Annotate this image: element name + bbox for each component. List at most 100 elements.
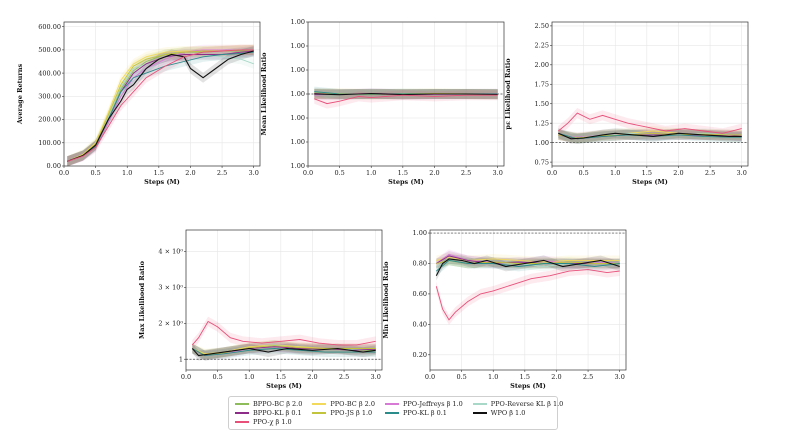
- legend-item: PPO-BC β 2.0: [312, 400, 375, 408]
- legend-swatch: [385, 403, 399, 405]
- y-tick-label: 1.50: [535, 100, 549, 108]
- x-tick-label: 1.0: [610, 169, 620, 177]
- x-tick-label: 1.5: [276, 373, 286, 381]
- x-tick-label: 2.0: [551, 373, 561, 381]
- y-axis-label: Average Returns: [16, 63, 24, 125]
- series-line: [558, 112, 742, 134]
- x-tick-label: 1.0: [244, 373, 254, 381]
- y-tick-label: 2.00: [535, 61, 549, 69]
- y-tick-label: 0.20: [413, 351, 427, 359]
- y-tick-label: 0.60: [413, 290, 427, 298]
- subplot-1: 0.0 0.5 1.0 1.5 2.0 2.5 3.0 0.00 100.00 200.00 300…: [16, 21, 261, 186]
- y-tick-label: 1.75: [535, 80, 549, 88]
- legend-label: BPPO-BC β 2.0: [253, 400, 303, 408]
- x-tick-label: 2.0: [307, 373, 317, 381]
- x-tick-label: 3.0: [615, 373, 625, 381]
- x-tick-label: 2.5: [461, 169, 471, 177]
- legend-swatch: [472, 412, 487, 414]
- x-tick-label: 0.5: [90, 169, 100, 177]
- x-tick-label: 3.0: [493, 169, 503, 177]
- series-line: [191, 347, 376, 357]
- x-tick-label: 0.0: [425, 373, 435, 381]
- legend-item: BPPO-KL β 0.1: [235, 409, 302, 417]
- y-tick-label: 1.00: [413, 229, 427, 237]
- x-axis-label: Steps (M): [388, 178, 424, 186]
- x-tick-label: 1.0: [488, 373, 498, 381]
- y-tick-label: 600.00: [38, 23, 61, 31]
- y-tick-label: 100.00: [38, 139, 61, 147]
- x-tick-label: 0.0: [547, 169, 557, 177]
- legend-label: WPO β 1.0: [490, 409, 526, 417]
- y-tick-label: 1.00: [291, 90, 305, 98]
- x-tick-label: 2.0: [429, 169, 439, 177]
- series-band: [192, 340, 376, 360]
- series-line: [436, 259, 620, 272]
- y-tick-label: 2 × 10⁰: [158, 320, 183, 328]
- y-axis-label: pε Likelihood Ratio: [504, 58, 512, 130]
- series-band: [192, 316, 376, 350]
- legend-item: PPO-Reverse KL β 1.0: [472, 400, 564, 408]
- legend-label: PPO-KL β 0.1: [403, 409, 447, 417]
- x-tick-label: 0.0: [303, 169, 313, 177]
- subplot-5: 0.0 0.5 1.0 1.5 2.0 2.5 3.0 0.20 0.40 0.60 0.80 1.0…: [382, 229, 627, 390]
- legend-swatch: [385, 412, 399, 414]
- plot-frame: [63, 21, 261, 167]
- series-line: [192, 348, 376, 357]
- y-tick-label: 1.00: [291, 42, 305, 50]
- x-tick-label: 2.5: [339, 373, 349, 381]
- x-tick-label: 2.0: [673, 169, 683, 177]
- legend-item: PPO-KL β 0.1: [385, 409, 463, 417]
- legend-swatch: [235, 403, 249, 405]
- series-line: [436, 255, 620, 264]
- x-tick-label: 2.0: [185, 169, 195, 177]
- series-line: [558, 132, 742, 140]
- legend-swatch: [312, 412, 327, 414]
- y-tick-label: 1.00: [291, 66, 305, 74]
- x-tick-label: 2.5: [705, 169, 715, 177]
- plot-frame: [551, 21, 749, 167]
- series-line: [191, 320, 376, 346]
- series-band: [192, 343, 376, 361]
- x-tick-label: 2.5: [583, 373, 593, 381]
- legend-item: BPPO-BC β 2.0: [235, 400, 302, 408]
- x-axis-label: Steps (M): [144, 178, 180, 186]
- y-tick-label: 1.00: [291, 138, 305, 146]
- x-tick-label: 0.5: [334, 169, 344, 177]
- y-tick-label: 0.80: [413, 260, 427, 268]
- series-band: [436, 264, 620, 325]
- series-band: [192, 340, 376, 360]
- x-tick-label: 2.5: [217, 169, 227, 177]
- legend-label: PPO-BC β 2.0: [330, 400, 375, 408]
- legend: BPPO-BC β 2.0 PPO-BC β 2.0 PPO-Jeffreys β …: [228, 396, 563, 430]
- series-line: [67, 51, 254, 162]
- series-band: [192, 341, 376, 361]
- x-tick-label: 3.0: [737, 169, 747, 177]
- subplot-4: 0.0 0.5 1.0 1.5 2.0 2.5 3.0 1 2 × 10⁰ 3 × 10⁰ 4 × …: [138, 229, 383, 390]
- y-tick-label: 2.50: [535, 22, 549, 30]
- legend-swatch: [472, 403, 487, 405]
- y-tick-label: 400.00: [38, 69, 61, 77]
- series-line: [314, 94, 498, 105]
- series-band: [558, 129, 742, 144]
- y-tick-label: 300.00: [38, 93, 61, 101]
- y-tick-label: 1.00: [291, 114, 305, 122]
- y-tick-label: 0.00: [47, 162, 61, 170]
- x-tick-label: 0.5: [212, 373, 222, 381]
- legend-label: PPO-Reverse KL β 1.0: [490, 400, 564, 408]
- y-tick-label: 4 × 10⁰: [158, 248, 183, 256]
- x-tick-label: 1.0: [122, 169, 132, 177]
- subplot-2: 0.0 0.5 1.0 1.5 2.0 2.5 3.0 1.00 1.00 1.00 1.00 1.0…: [260, 18, 505, 186]
- series-band: [67, 46, 254, 167]
- y-tick-label: 200.00: [38, 116, 61, 124]
- legend-item: PPO-JS β 1.0: [312, 409, 375, 417]
- x-axis-label: Steps (M): [266, 382, 302, 390]
- x-tick-label: 3.0: [371, 373, 381, 381]
- series-band: [314, 90, 498, 109]
- series-line: [67, 49, 254, 162]
- series-line: [67, 50, 254, 162]
- legend-item: PPO-χ β 1.0: [235, 418, 302, 426]
- series-line: [435, 258, 620, 276]
- y-tick-label: 2.25: [535, 42, 549, 50]
- y-axis-label: Max Likelihood Ratio: [138, 260, 146, 339]
